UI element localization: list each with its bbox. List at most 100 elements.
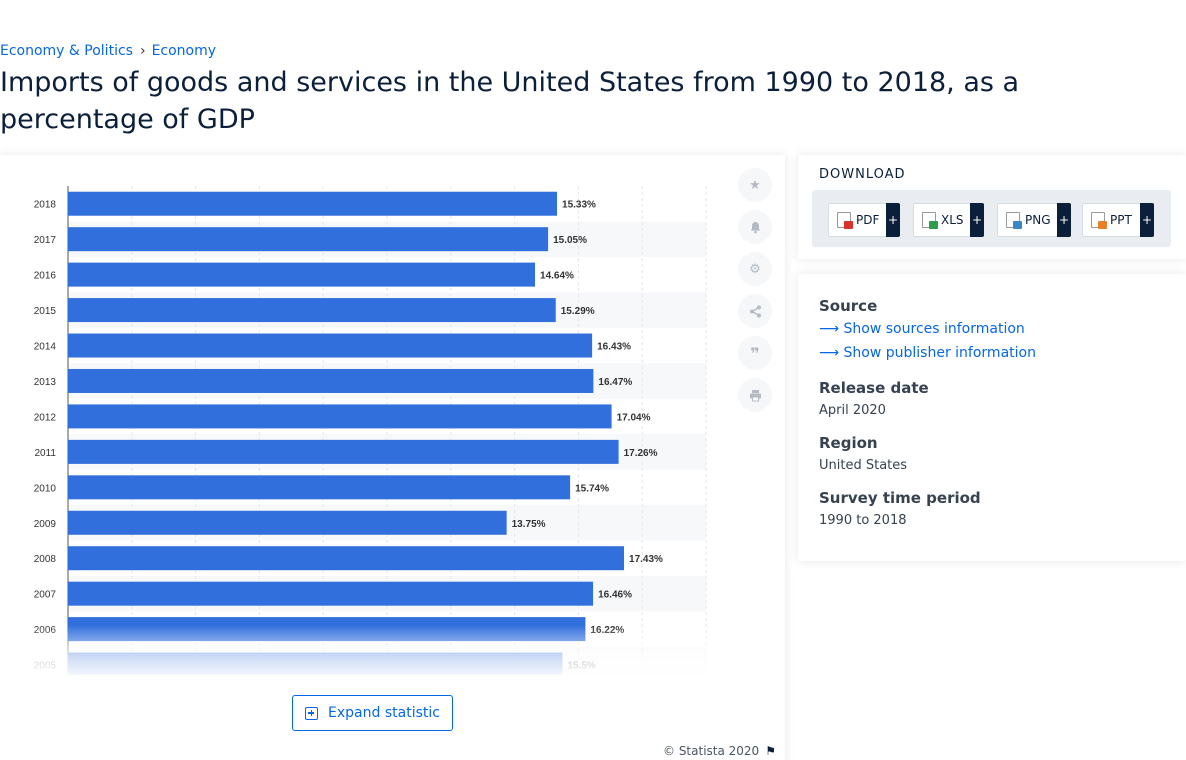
y-tick-label: 2008 [34,554,57,565]
ppt-file-icon [1091,212,1107,229]
y-tick-label: 2016 [34,271,57,282]
data-label: 17.26% [624,448,658,459]
data-label: 15.29% [561,306,595,317]
bar[interactable] [68,581,594,606]
pdf-file-icon [837,212,853,229]
data-label: 14.64% [540,271,574,282]
download-heading: DOWNLOAD [819,167,906,182]
download-card: DOWNLOAD PDF + XLS + PNG + PPT + [798,155,1186,259]
bar[interactable] [68,617,586,642]
data-label: 13.75% [512,519,546,530]
arrow-right-icon: ⟶ [819,321,840,337]
bar[interactable] [68,404,612,429]
y-tick-label: 2013 [34,377,57,388]
cite-button[interactable]: ❞ [738,336,772,370]
download-xls-label: XLS [941,213,964,227]
y-tick-label: 2010 [34,483,57,494]
data-label: 15.5% [567,661,595,672]
data-label: 17.43% [629,554,663,565]
show-publisher-link[interactable]: ⟶ Show publisher information [819,345,1036,361]
expand-statistic-label: Expand statistic [328,705,440,721]
download-png-button[interactable]: PNG + [997,203,1071,237]
release-date-value: April 2020 [819,403,886,418]
xls-file-icon [922,212,938,229]
y-tick-label: 2017 [34,235,57,246]
data-label: 16.47% [598,377,632,388]
region-label: Region [819,434,878,452]
y-tick-label: 2006 [34,625,57,636]
bar[interactable] [68,333,593,358]
printer-icon [749,389,761,401]
show-sources-link[interactable]: ⟶ Show sources information [819,321,1025,337]
data-label: 15.74% [575,483,609,494]
data-label: 15.33% [562,200,596,211]
download-pdf-button[interactable]: PDF + [828,203,900,237]
bar[interactable] [68,368,594,393]
chart-tools: ★ ⚙ ❞ [738,168,772,420]
bar[interactable] [68,439,619,464]
y-tick-label: 2007 [34,590,57,601]
print-button[interactable] [738,378,772,412]
download-options: PDF + XLS + PNG + PPT + [812,190,1171,247]
bell-icon [750,221,760,233]
bar[interactable] [68,262,536,287]
source-label: Source [819,297,878,315]
bar[interactable] [68,227,549,252]
expand-statistic-button[interactable]: Expand statistic [292,695,453,731]
chart-area: 2018 15.33% 2017 15.05% 2016 14.64% 2015 15.29%… [0,155,720,681]
bar-chart: 2018 15.33% 2017 15.05% 2016 14.64% 2015 15.29%… [34,186,707,675]
y-tick-label: 2014 [34,342,57,353]
y-tick-label: 2018 [34,200,57,211]
flag-icon[interactable]: ⚑ [765,744,776,758]
y-tick-label: 2015 [34,306,57,317]
download-xls-button[interactable]: XLS + [913,203,984,237]
download-pdf-label: PDF [856,213,880,227]
pdf-plus-icon[interactable]: + [886,203,900,237]
bar[interactable] [68,546,625,571]
bar[interactable] [68,298,556,323]
ppt-plus-icon[interactable]: + [1140,203,1154,237]
download-ppt-label: PPT [1110,213,1132,227]
data-label: 15.05% [553,235,587,246]
y-tick-label: 2009 [34,519,57,530]
bar[interactable] [68,191,558,216]
alert-button[interactable] [738,210,772,244]
bar[interactable] [68,475,571,500]
download-ppt-button[interactable]: PPT + [1082,203,1154,237]
survey-period-label: Survey time period [819,489,981,507]
gear-icon: ⚙ [749,261,761,277]
data-label: 16.22% [590,625,624,636]
favorite-button[interactable]: ★ [738,168,772,202]
png-file-icon [1006,212,1022,229]
data-label: 16.46% [598,590,632,601]
y-tick-label: 2005 [34,661,57,672]
show-sources-label: Show sources information [843,321,1025,337]
arrow-right-icon: ⟶ [819,345,840,361]
page-title: Imports of goods and services in the Uni… [0,67,1020,135]
statistic-info-card: Source ⟶ Show sources information ⟶ Show… [798,274,1186,561]
y-tick-label: 2012 [34,412,57,423]
download-png-label: PNG [1025,213,1051,227]
show-publisher-label: Show publisher information [843,345,1036,361]
bar[interactable] [68,652,563,675]
share-icon [749,305,761,317]
copyright-text[interactable]: © Statista 2020 [663,744,760,758]
breadcrumb-separator: › [139,43,146,59]
breadcrumb-link-economy-politics[interactable]: Economy & Politics [0,43,133,59]
chart-card: 2018 15.33% 2017 15.05% 2016 14.64% 2015 15.29%… [0,155,785,760]
share-button[interactable] [738,294,772,328]
copyright-notice: © Statista 2020 ⚑ [663,744,776,758]
release-date-label: Release date [819,379,929,397]
data-label: 17.04% [617,412,651,423]
star-icon: ★ [749,177,761,193]
region-value: United States [819,458,908,473]
xls-plus-icon[interactable]: + [970,203,984,237]
png-plus-icon[interactable]: + [1057,203,1071,237]
survey-period-value: 1990 to 2018 [819,513,907,528]
breadcrumb: Economy & Politics › Economy [0,43,216,59]
bar[interactable] [68,510,507,535]
plus-square-icon [305,706,319,720]
settings-button[interactable]: ⚙ [738,252,772,286]
quote-icon: ❞ [750,343,760,363]
breadcrumb-link-economy[interactable]: Economy [151,43,217,59]
